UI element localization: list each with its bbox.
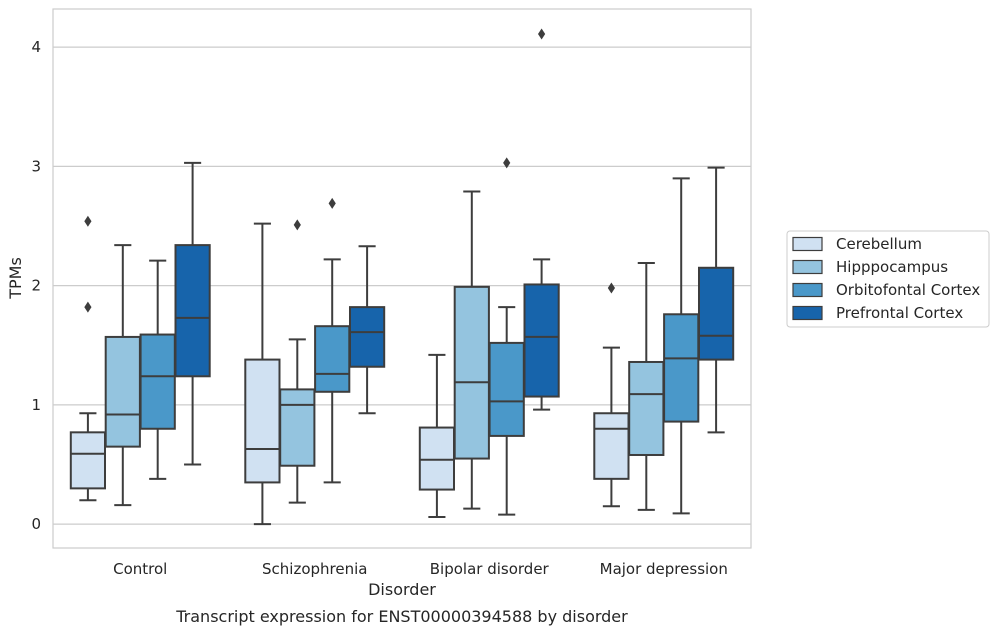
box-2-1 [314,197,351,484]
box-body [593,412,630,480]
box-1-2 [453,190,490,510]
box-2-0 [139,259,176,480]
legend-label: Orbitofontal Cortex [836,281,980,299]
box-2-2 [488,157,525,516]
outlier-point [538,28,546,40]
box-body [174,244,211,378]
plot-frame [52,8,752,549]
legend: Cerebellum Hipppocampus Orbitofontal Corte… [786,230,990,328]
x-tick-label: Control [113,560,167,578]
y-axis-title: TPMs [6,257,25,300]
box-body [663,313,700,423]
x-tick-labels: Control Schizophrenia Bipolar disorder Majo… [113,560,728,578]
box-body [453,285,490,460]
box-0-2 [418,353,456,518]
box-body [279,388,316,467]
box-body [314,325,351,393]
box-body [244,358,281,484]
box-1-1 [279,219,316,504]
y-tick-label: 2 [31,277,41,295]
legend-label: Hipppocampus [836,258,948,276]
box-1-3 [628,261,665,511]
box-layer [69,28,735,526]
y-tick-label: 3 [31,157,41,175]
box-body [139,333,176,430]
outlier-point [328,197,336,209]
box-body [523,283,560,398]
box-body [628,360,665,456]
legend-swatch [792,305,823,321]
x-axis-title: Disorder [368,580,436,599]
box-body [104,335,141,448]
figure-caption: Transcript expression for ENST0000039458… [175,607,628,626]
x-tick-label: Major depression [600,560,728,578]
box-3-3 [697,166,735,434]
box-3-2 [523,28,560,411]
box-2-3 [663,177,700,515]
y-tick-label: 4 [31,38,41,56]
y-tick-label: 0 [31,515,41,533]
outlier-point [293,219,301,231]
y-tick-label: 1 [31,396,41,414]
y-tick-labels: 0 1 2 3 4 [31,38,41,533]
box-body [418,426,456,491]
box-1-0 [104,244,141,507]
outlier-point [607,282,615,294]
outlier-point [503,157,511,169]
x-tick-label: Schizophrenia [262,560,367,578]
legend-label: Cerebellum [836,235,922,253]
box-body [697,266,735,361]
legend-swatch [792,236,823,252]
box-3-1 [348,245,386,415]
legend-swatch [792,282,823,298]
box-body [348,306,386,368]
box-3-0 [174,161,211,466]
legend-swatch [792,259,823,275]
outlier-point [84,301,92,313]
box-body [488,341,525,437]
box-0-0 [69,215,107,502]
x-tick-label: Bipolar disorder [430,560,550,578]
box-0-1 [244,222,281,526]
box-0-3 [593,282,630,508]
legend-label: Prefrontal Cortex [836,304,963,322]
box-body [69,431,107,490]
outlier-point [84,215,92,227]
legend-frame [786,230,990,328]
